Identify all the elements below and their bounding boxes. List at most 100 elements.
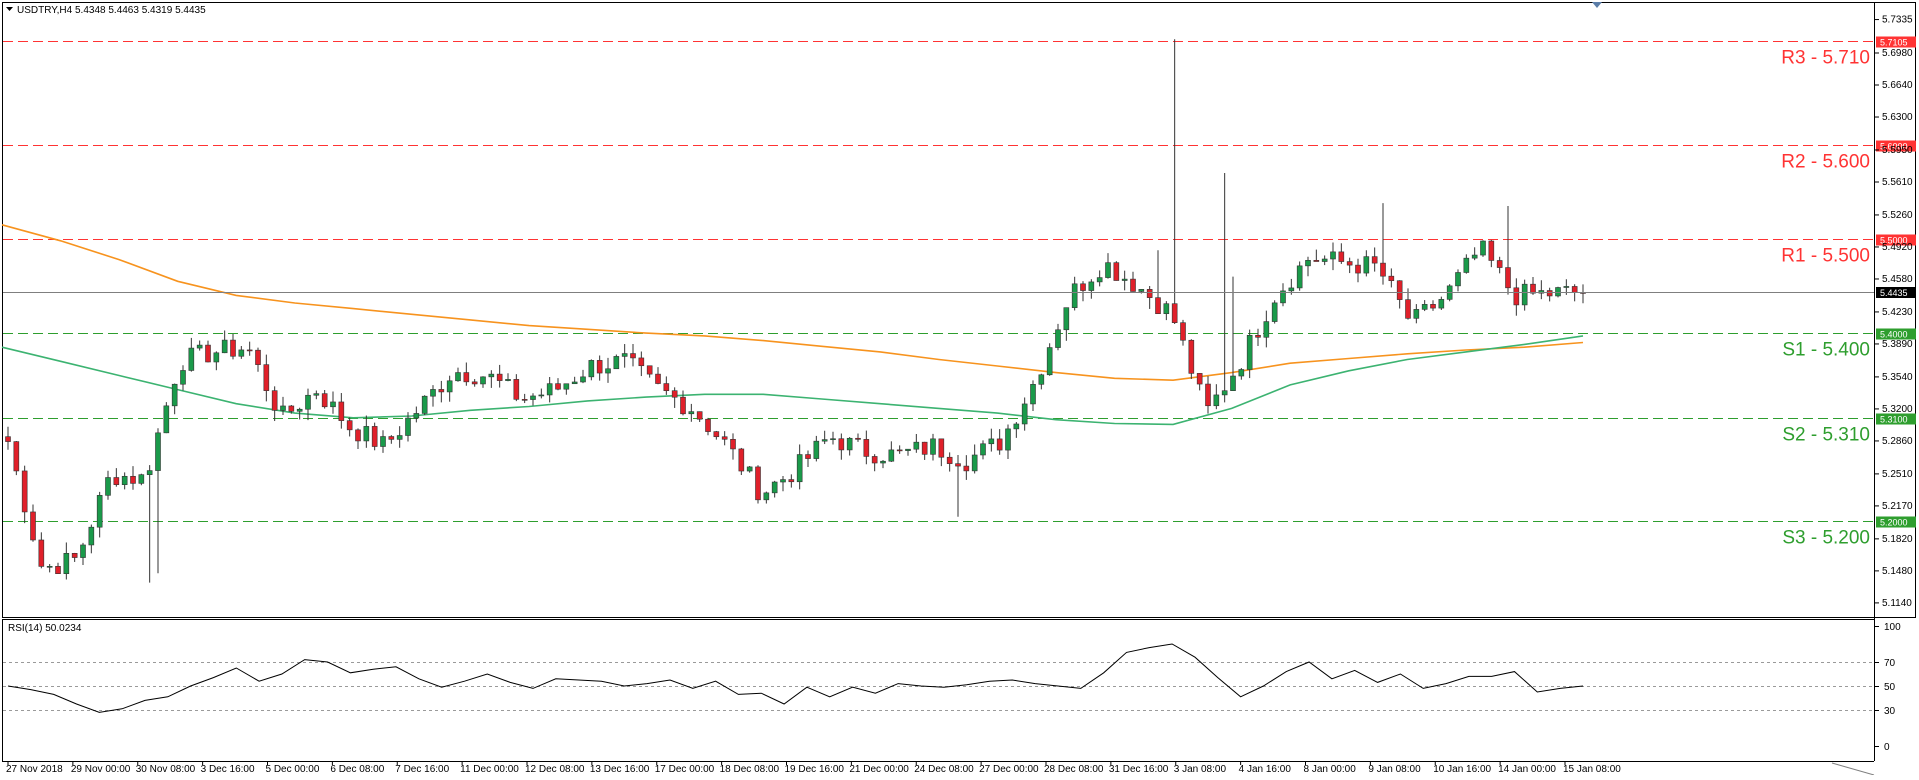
candle bbox=[455, 367, 461, 382]
candle bbox=[655, 367, 661, 385]
candle bbox=[1355, 258, 1361, 283]
time-tick-label: 4 Jan 16:00 bbox=[1239, 764, 1292, 775]
candle bbox=[146, 465, 153, 583]
candle bbox=[1280, 283, 1286, 307]
candle bbox=[1346, 257, 1353, 274]
candle bbox=[1021, 397, 1028, 431]
candle bbox=[1113, 261, 1120, 281]
candle bbox=[21, 465, 28, 524]
time-tick-label: 18 Dec 08:00 bbox=[720, 764, 780, 775]
price-tick-label: 5.2510 bbox=[1882, 469, 1913, 480]
price-tick-label: 5.6980 bbox=[1882, 48, 1913, 59]
candle bbox=[1471, 247, 1478, 261]
candle bbox=[1363, 250, 1370, 277]
price-tick-label: 5.6640 bbox=[1882, 80, 1913, 91]
candle bbox=[1130, 271, 1136, 292]
candle bbox=[105, 470, 111, 500]
candle bbox=[1163, 301, 1170, 321]
candle bbox=[971, 444, 978, 474]
candle bbox=[446, 375, 453, 402]
candle bbox=[1005, 424, 1011, 460]
candle bbox=[1255, 328, 1261, 346]
candle bbox=[571, 376, 578, 385]
candle bbox=[38, 532, 45, 569]
level-price-tag bbox=[1876, 234, 1916, 246]
candle bbox=[63, 542, 70, 580]
time-tick-label: 17 Dec 00:00 bbox=[655, 764, 715, 775]
time-tick-label: 21 Dec 00:00 bbox=[849, 764, 909, 775]
time-tick-label: 12 Dec 08:00 bbox=[525, 764, 585, 775]
candle bbox=[546, 377, 553, 403]
candle bbox=[1263, 310, 1270, 348]
candle bbox=[496, 364, 503, 388]
candle bbox=[1530, 277, 1536, 295]
candle bbox=[563, 383, 570, 395]
candle bbox=[213, 351, 220, 371]
time-tick-label: 14 Jan 00:00 bbox=[1498, 764, 1556, 775]
time-tick-label: 31 Dec 16:00 bbox=[1109, 764, 1169, 775]
level-price-tag bbox=[1876, 36, 1916, 48]
time-tick-label: 15 Jan 08:00 bbox=[1563, 764, 1621, 775]
candle bbox=[121, 472, 128, 490]
price-tick-label: 5.3540 bbox=[1882, 372, 1913, 383]
levels-layer: R3 - 5.710 5.7105 R2 - 5.600 5.6000 R1 - 5.5… bbox=[3, 36, 1916, 549]
level-price-tag bbox=[1876, 328, 1916, 340]
price-tick-label: 5.5610 bbox=[1882, 177, 1913, 188]
candle bbox=[1413, 304, 1420, 324]
candle bbox=[871, 454, 878, 472]
candle bbox=[88, 524, 95, 554]
candle bbox=[813, 435, 820, 462]
candle bbox=[338, 393, 345, 429]
candle bbox=[830, 431, 836, 445]
candle bbox=[1380, 203, 1386, 285]
candle bbox=[805, 450, 811, 467]
time-tick-label: 9 Jan 08:00 bbox=[1368, 764, 1421, 775]
candle bbox=[171, 383, 178, 415]
candle bbox=[230, 334, 236, 360]
triangle-down-icon[interactable] bbox=[6, 7, 13, 11]
candle bbox=[796, 444, 803, 490]
candle bbox=[1271, 300, 1278, 324]
candle bbox=[688, 403, 695, 422]
candle bbox=[413, 406, 420, 423]
candle bbox=[746, 465, 753, 473]
candle bbox=[763, 491, 770, 504]
candle bbox=[605, 357, 611, 383]
candle bbox=[1521, 279, 1528, 311]
level-price-tag bbox=[1876, 413, 1916, 425]
candle bbox=[663, 376, 670, 395]
candle bbox=[196, 340, 203, 351]
candle bbox=[521, 393, 528, 404]
candle bbox=[263, 354, 270, 402]
candle bbox=[780, 476, 786, 492]
price-tick-label: 5.5950 bbox=[1882, 145, 1913, 156]
candle bbox=[1221, 173, 1228, 403]
moving-averages-layer bbox=[1, 224, 1584, 426]
candle bbox=[1371, 247, 1378, 272]
candle bbox=[1296, 261, 1303, 291]
price-tick-label: 5.6300 bbox=[1882, 112, 1913, 123]
shift-marker-icon[interactable] bbox=[1592, 2, 1602, 8]
price-tick-label: 5.4920 bbox=[1882, 242, 1913, 253]
candle bbox=[271, 386, 278, 422]
candle bbox=[305, 388, 311, 421]
time-tick-label: 27 Nov 2018 bbox=[6, 764, 63, 775]
candle bbox=[396, 426, 403, 448]
candle bbox=[96, 491, 103, 538]
time-tick-label: 3 Jan 08:00 bbox=[1174, 764, 1227, 775]
candle bbox=[538, 388, 545, 399]
candle bbox=[1188, 339, 1195, 379]
candle bbox=[180, 365, 186, 391]
candle bbox=[530, 393, 536, 406]
candle bbox=[938, 438, 945, 467]
level-label: S1 - 5.400 bbox=[1782, 340, 1870, 361]
candle bbox=[471, 379, 478, 387]
rsi-tick-label: 30 bbox=[1884, 706, 1896, 717]
candle bbox=[1205, 376, 1211, 414]
candle bbox=[1246, 329, 1253, 379]
level-price-tag-text: 5.6000 bbox=[1880, 142, 1908, 152]
level-price-tag-text: 5.3100 bbox=[1880, 415, 1908, 425]
candle bbox=[55, 562, 61, 574]
level-label: R2 - 5.600 bbox=[1781, 152, 1870, 173]
candle bbox=[1421, 300, 1428, 312]
